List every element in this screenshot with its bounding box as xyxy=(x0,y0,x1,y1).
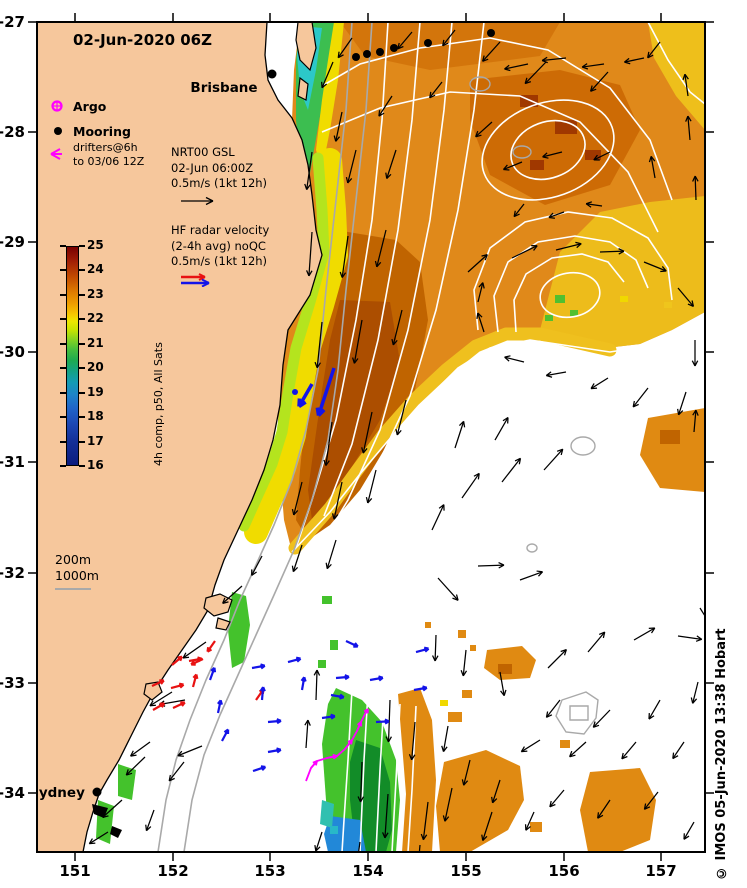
ssh-contours xyxy=(291,22,705,852)
y-tick-label: -34 xyxy=(0,784,25,802)
current-arrows xyxy=(88,29,705,852)
colorbar-tick-label: 17 xyxy=(87,433,104,448)
city-dot xyxy=(267,69,277,79)
x-tick-label: 152 xyxy=(157,862,188,880)
colorbar-tick xyxy=(79,440,85,443)
credit-text: © IMOS 05-Jun-2020 13:38 Hobart xyxy=(714,628,729,880)
hf-radar-vectors xyxy=(151,367,430,773)
argo-symbol-icon xyxy=(51,100,63,112)
colorbar-tick-label: 20 xyxy=(87,360,104,375)
colorbar-tick xyxy=(79,416,85,419)
gsl-scale-arrow-icon xyxy=(181,196,214,205)
map-layers: Brisbane Sydney xyxy=(29,22,705,852)
colorbar-tick xyxy=(79,293,85,296)
x-tick-label: 156 xyxy=(548,862,579,880)
y-tick-label: -31 xyxy=(0,453,25,471)
colorbar-tick-label: 18 xyxy=(87,409,104,424)
x-tick-label: 157 xyxy=(645,862,676,880)
y-tick-label: -30 xyxy=(0,343,25,361)
city-label: Sydney xyxy=(29,785,85,801)
colorbar-tick xyxy=(60,342,66,345)
y-tick-label: -32 xyxy=(0,564,25,582)
colorbar-tick-label: 21 xyxy=(87,335,104,350)
map-title: 02-Jun-2020 06Z xyxy=(73,31,212,49)
city-markers: Brisbane Sydney xyxy=(29,69,277,801)
mooring-legend-label: Mooring xyxy=(73,124,131,139)
colorbar-tick-label: 23 xyxy=(87,286,104,301)
colorbar-tick-label: 25 xyxy=(87,238,104,252)
colorbar-tick xyxy=(79,318,85,321)
colorbar-tick xyxy=(60,465,66,467)
colorbar-tick-label: 19 xyxy=(87,384,104,399)
argo-legend-label: Argo xyxy=(73,99,107,114)
y-tick-label: -27 xyxy=(0,13,25,31)
colorbar-tick xyxy=(79,245,85,247)
x-tick-label: 151 xyxy=(59,862,90,880)
colorbar-tick-label: 24 xyxy=(87,262,104,277)
colorbar-tick xyxy=(60,416,66,419)
gsl-annotation: NRT00 GSL 02-Jun 06:00Z 0.5m/s (1kt 12h) xyxy=(171,145,267,207)
colorbar-tick xyxy=(60,367,66,370)
hf-radar-annotation: HF radar velocity (2-4h avg) noQC 0.5m/s… xyxy=(171,223,269,287)
colorbar-tick xyxy=(79,391,85,394)
drifter-track xyxy=(305,708,369,782)
x-tick-label: 155 xyxy=(450,862,481,880)
mooring-symbol-icon xyxy=(54,127,62,135)
x-tick-label: 154 xyxy=(352,862,383,880)
axes: 151 152 153 154 155 156 157 -27 -28 -29 -30 -31 -32 -… xyxy=(0,13,714,880)
y-tick-label: -33 xyxy=(0,674,25,692)
sst-colorbar: 25 24 23 22 21 20 19 18 17 16 4h comp, p50, All S… xyxy=(60,238,180,486)
drifter-symbol-icon xyxy=(50,148,62,160)
x-tick-label: 153 xyxy=(254,862,285,880)
land xyxy=(37,22,323,852)
sst-field xyxy=(96,22,705,852)
mooring-markers xyxy=(352,29,495,61)
colorbar-tick xyxy=(60,293,66,296)
drifters-legend-label: drifters@6h to 03/06 12Z xyxy=(73,141,145,168)
colorbar-label: 4h comp, p50, All Sats xyxy=(152,342,165,466)
colorbar-tick-label: 16 xyxy=(87,458,104,472)
colorbar-tick xyxy=(60,391,66,394)
y-tick-label: -28 xyxy=(0,123,25,141)
colorbar-tick-label: 22 xyxy=(87,311,104,326)
bathymetry-contours xyxy=(157,22,599,852)
y-tick-label: -29 xyxy=(0,233,25,251)
city-dot xyxy=(92,787,102,797)
colorbar-tick xyxy=(79,465,85,467)
colorbar-tick xyxy=(79,342,85,345)
city-label: Brisbane xyxy=(190,80,257,96)
colorbar-tick xyxy=(79,269,85,272)
colorbar-gradient xyxy=(66,246,79,466)
depth-contour-legend: 200m 1000m xyxy=(55,552,99,590)
colorbar-tick xyxy=(60,269,66,272)
colorbar-tick xyxy=(60,245,66,247)
colorbar-tick xyxy=(60,318,66,321)
colorbar-tick xyxy=(79,367,85,370)
hf-scale-arrows-icon xyxy=(181,272,210,287)
colorbar-tick xyxy=(60,440,66,443)
bathymetry-line-sample xyxy=(55,588,91,590)
